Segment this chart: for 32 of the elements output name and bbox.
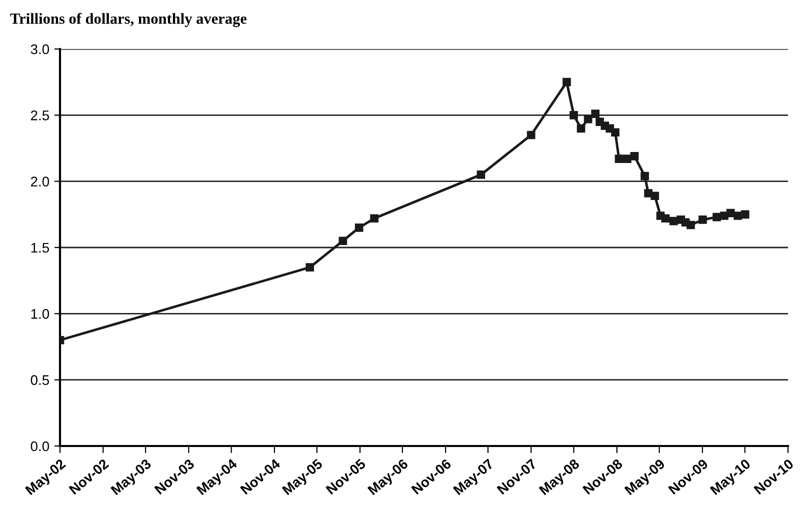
point	[712, 212, 721, 222]
point	[570, 111, 578, 120]
point	[650, 192, 660, 200]
y-tick-label: 1.0	[31, 309, 50, 319]
point	[740, 210, 750, 219]
point	[591, 110, 600, 118]
point	[614, 154, 624, 164]
chart-title: Trillions of dollars, monthly average	[10, 12, 247, 28]
point	[370, 214, 378, 223]
y-tick-label: 1.5	[31, 242, 50, 253]
point	[640, 172, 649, 180]
point	[698, 216, 707, 224]
point	[306, 263, 314, 272]
point	[726, 208, 735, 218]
point	[686, 220, 695, 230]
point	[734, 212, 742, 220]
point	[338, 236, 348, 246]
point	[584, 114, 592, 124]
point	[661, 214, 670, 223]
point	[562, 78, 571, 86]
point	[476, 170, 486, 179]
y-tick-label: 2.0	[30, 176, 50, 187]
y-tick-label: 2.5	[30, 110, 50, 120]
y-tick-label: 0.0	[30, 441, 50, 452]
point	[630, 152, 639, 160]
point	[611, 128, 620, 137]
point	[576, 124, 586, 133]
y-tick-label: 0.5	[30, 375, 50, 386]
point	[526, 130, 536, 140]
y-tick-label: 3.0	[30, 44, 50, 54]
point	[623, 154, 632, 164]
point	[354, 223, 364, 232]
